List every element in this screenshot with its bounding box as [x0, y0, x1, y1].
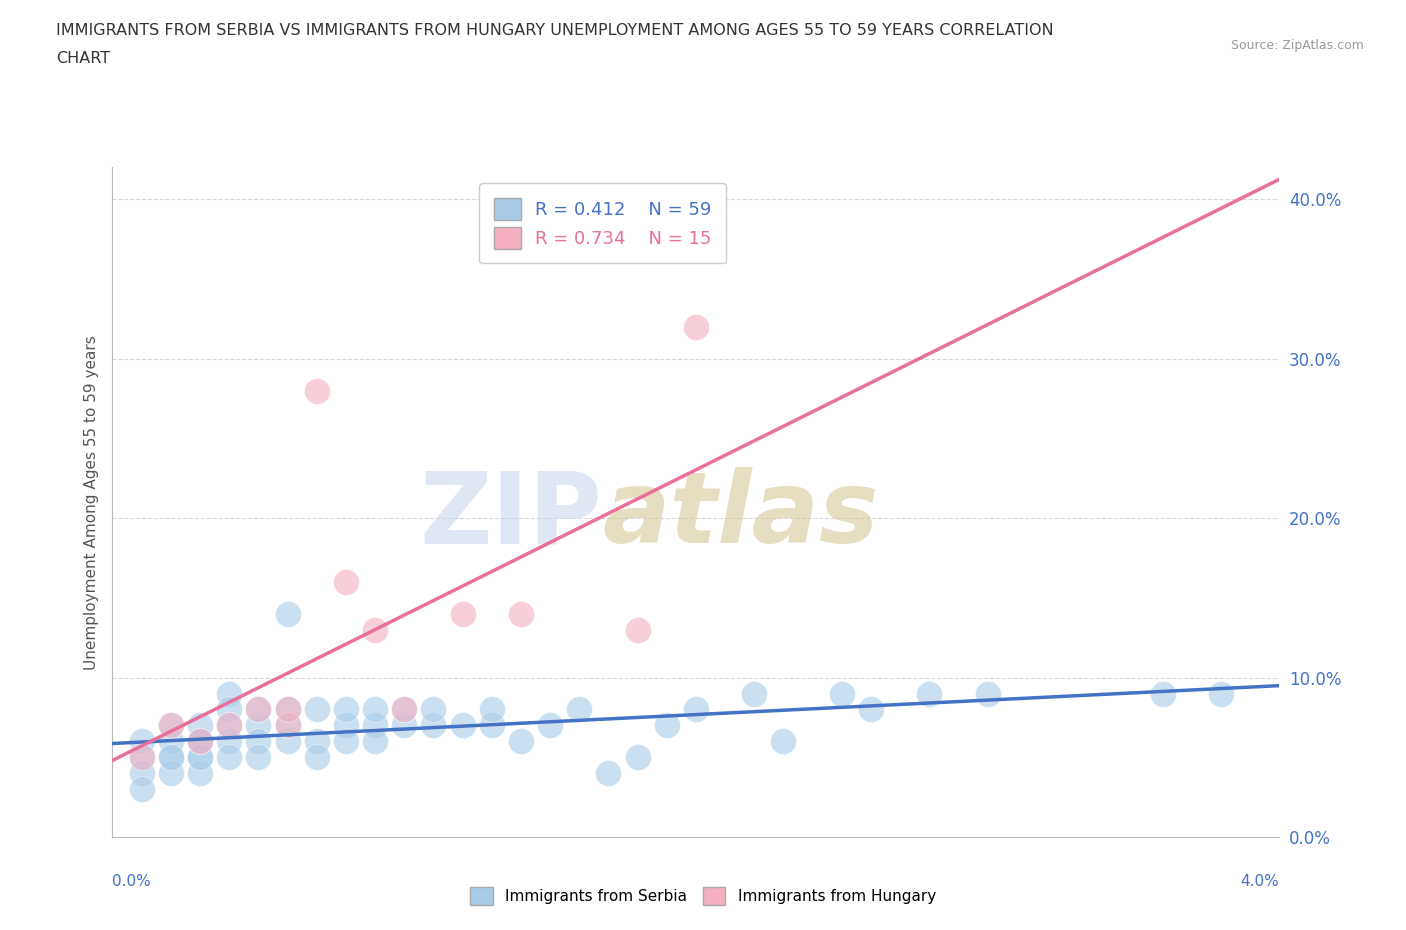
Point: [160, 750, 183, 764]
Point: [451, 718, 474, 733]
Point: [247, 718, 270, 733]
Point: [335, 702, 357, 717]
Point: [422, 718, 444, 733]
Point: [247, 734, 270, 749]
Point: [247, 750, 270, 764]
Point: [626, 750, 648, 764]
Point: [392, 718, 416, 733]
Point: [131, 750, 153, 764]
Text: CHART: CHART: [56, 51, 110, 66]
Point: [188, 734, 211, 749]
Point: [305, 734, 328, 749]
Point: [188, 718, 211, 733]
Point: [772, 734, 794, 749]
Point: [247, 702, 270, 717]
Point: [335, 718, 357, 733]
Point: [392, 702, 416, 717]
Point: [160, 718, 183, 733]
Point: [685, 319, 707, 334]
Point: [218, 750, 240, 764]
Point: [305, 702, 328, 717]
Point: [218, 718, 240, 733]
Point: [626, 622, 648, 637]
Point: [188, 750, 211, 764]
Point: [976, 686, 998, 701]
Point: [276, 718, 298, 733]
Point: [685, 702, 707, 717]
Text: Source: ZipAtlas.com: Source: ZipAtlas.com: [1230, 39, 1364, 52]
Point: [538, 718, 561, 733]
Point: [598, 765, 620, 780]
Point: [305, 383, 328, 398]
Y-axis label: Unemployment Among Ages 55 to 59 years: Unemployment Among Ages 55 to 59 years: [83, 335, 98, 670]
Point: [742, 686, 765, 701]
Point: [364, 718, 387, 733]
Point: [918, 686, 941, 701]
Point: [160, 765, 183, 780]
Text: atlas: atlas: [603, 467, 879, 565]
Point: [831, 686, 853, 701]
Point: [1209, 686, 1232, 701]
Point: [392, 702, 416, 717]
Point: [305, 750, 328, 764]
Legend: R = 0.412    N = 59, R = 0.734    N = 15: R = 0.412 N = 59, R = 0.734 N = 15: [479, 183, 725, 263]
Point: [188, 734, 211, 749]
Point: [218, 702, 240, 717]
Point: [655, 718, 678, 733]
Legend: Immigrants from Serbia, Immigrants from Hungary: Immigrants from Serbia, Immigrants from …: [463, 879, 943, 913]
Point: [131, 765, 153, 780]
Point: [160, 750, 183, 764]
Point: [218, 686, 240, 701]
Point: [1152, 686, 1174, 701]
Point: [509, 734, 531, 749]
Point: [276, 606, 298, 621]
Text: IMMIGRANTS FROM SERBIA VS IMMIGRANTS FROM HUNGARY UNEMPLOYMENT AMONG AGES 55 TO : IMMIGRANTS FROM SERBIA VS IMMIGRANTS FRO…: [56, 23, 1054, 38]
Text: ZIP: ZIP: [420, 467, 603, 565]
Point: [131, 750, 153, 764]
Point: [335, 734, 357, 749]
Point: [364, 622, 387, 637]
Point: [481, 718, 503, 733]
Point: [276, 718, 298, 733]
Point: [364, 734, 387, 749]
Text: 0.0%: 0.0%: [112, 874, 152, 889]
Point: [247, 702, 270, 717]
Point: [188, 750, 211, 764]
Point: [859, 702, 883, 717]
Point: [131, 782, 153, 797]
Point: [131, 734, 153, 749]
Point: [218, 734, 240, 749]
Point: [451, 606, 474, 621]
Point: [188, 734, 211, 749]
Point: [568, 702, 591, 717]
Point: [218, 718, 240, 733]
Point: [364, 702, 387, 717]
Point: [335, 575, 357, 590]
Point: [160, 718, 183, 733]
Text: 4.0%: 4.0%: [1240, 874, 1279, 889]
Point: [276, 734, 298, 749]
Point: [188, 765, 211, 780]
Point: [276, 702, 298, 717]
Point: [422, 702, 444, 717]
Point: [509, 606, 531, 621]
Point: [160, 734, 183, 749]
Point: [481, 702, 503, 717]
Point: [276, 702, 298, 717]
